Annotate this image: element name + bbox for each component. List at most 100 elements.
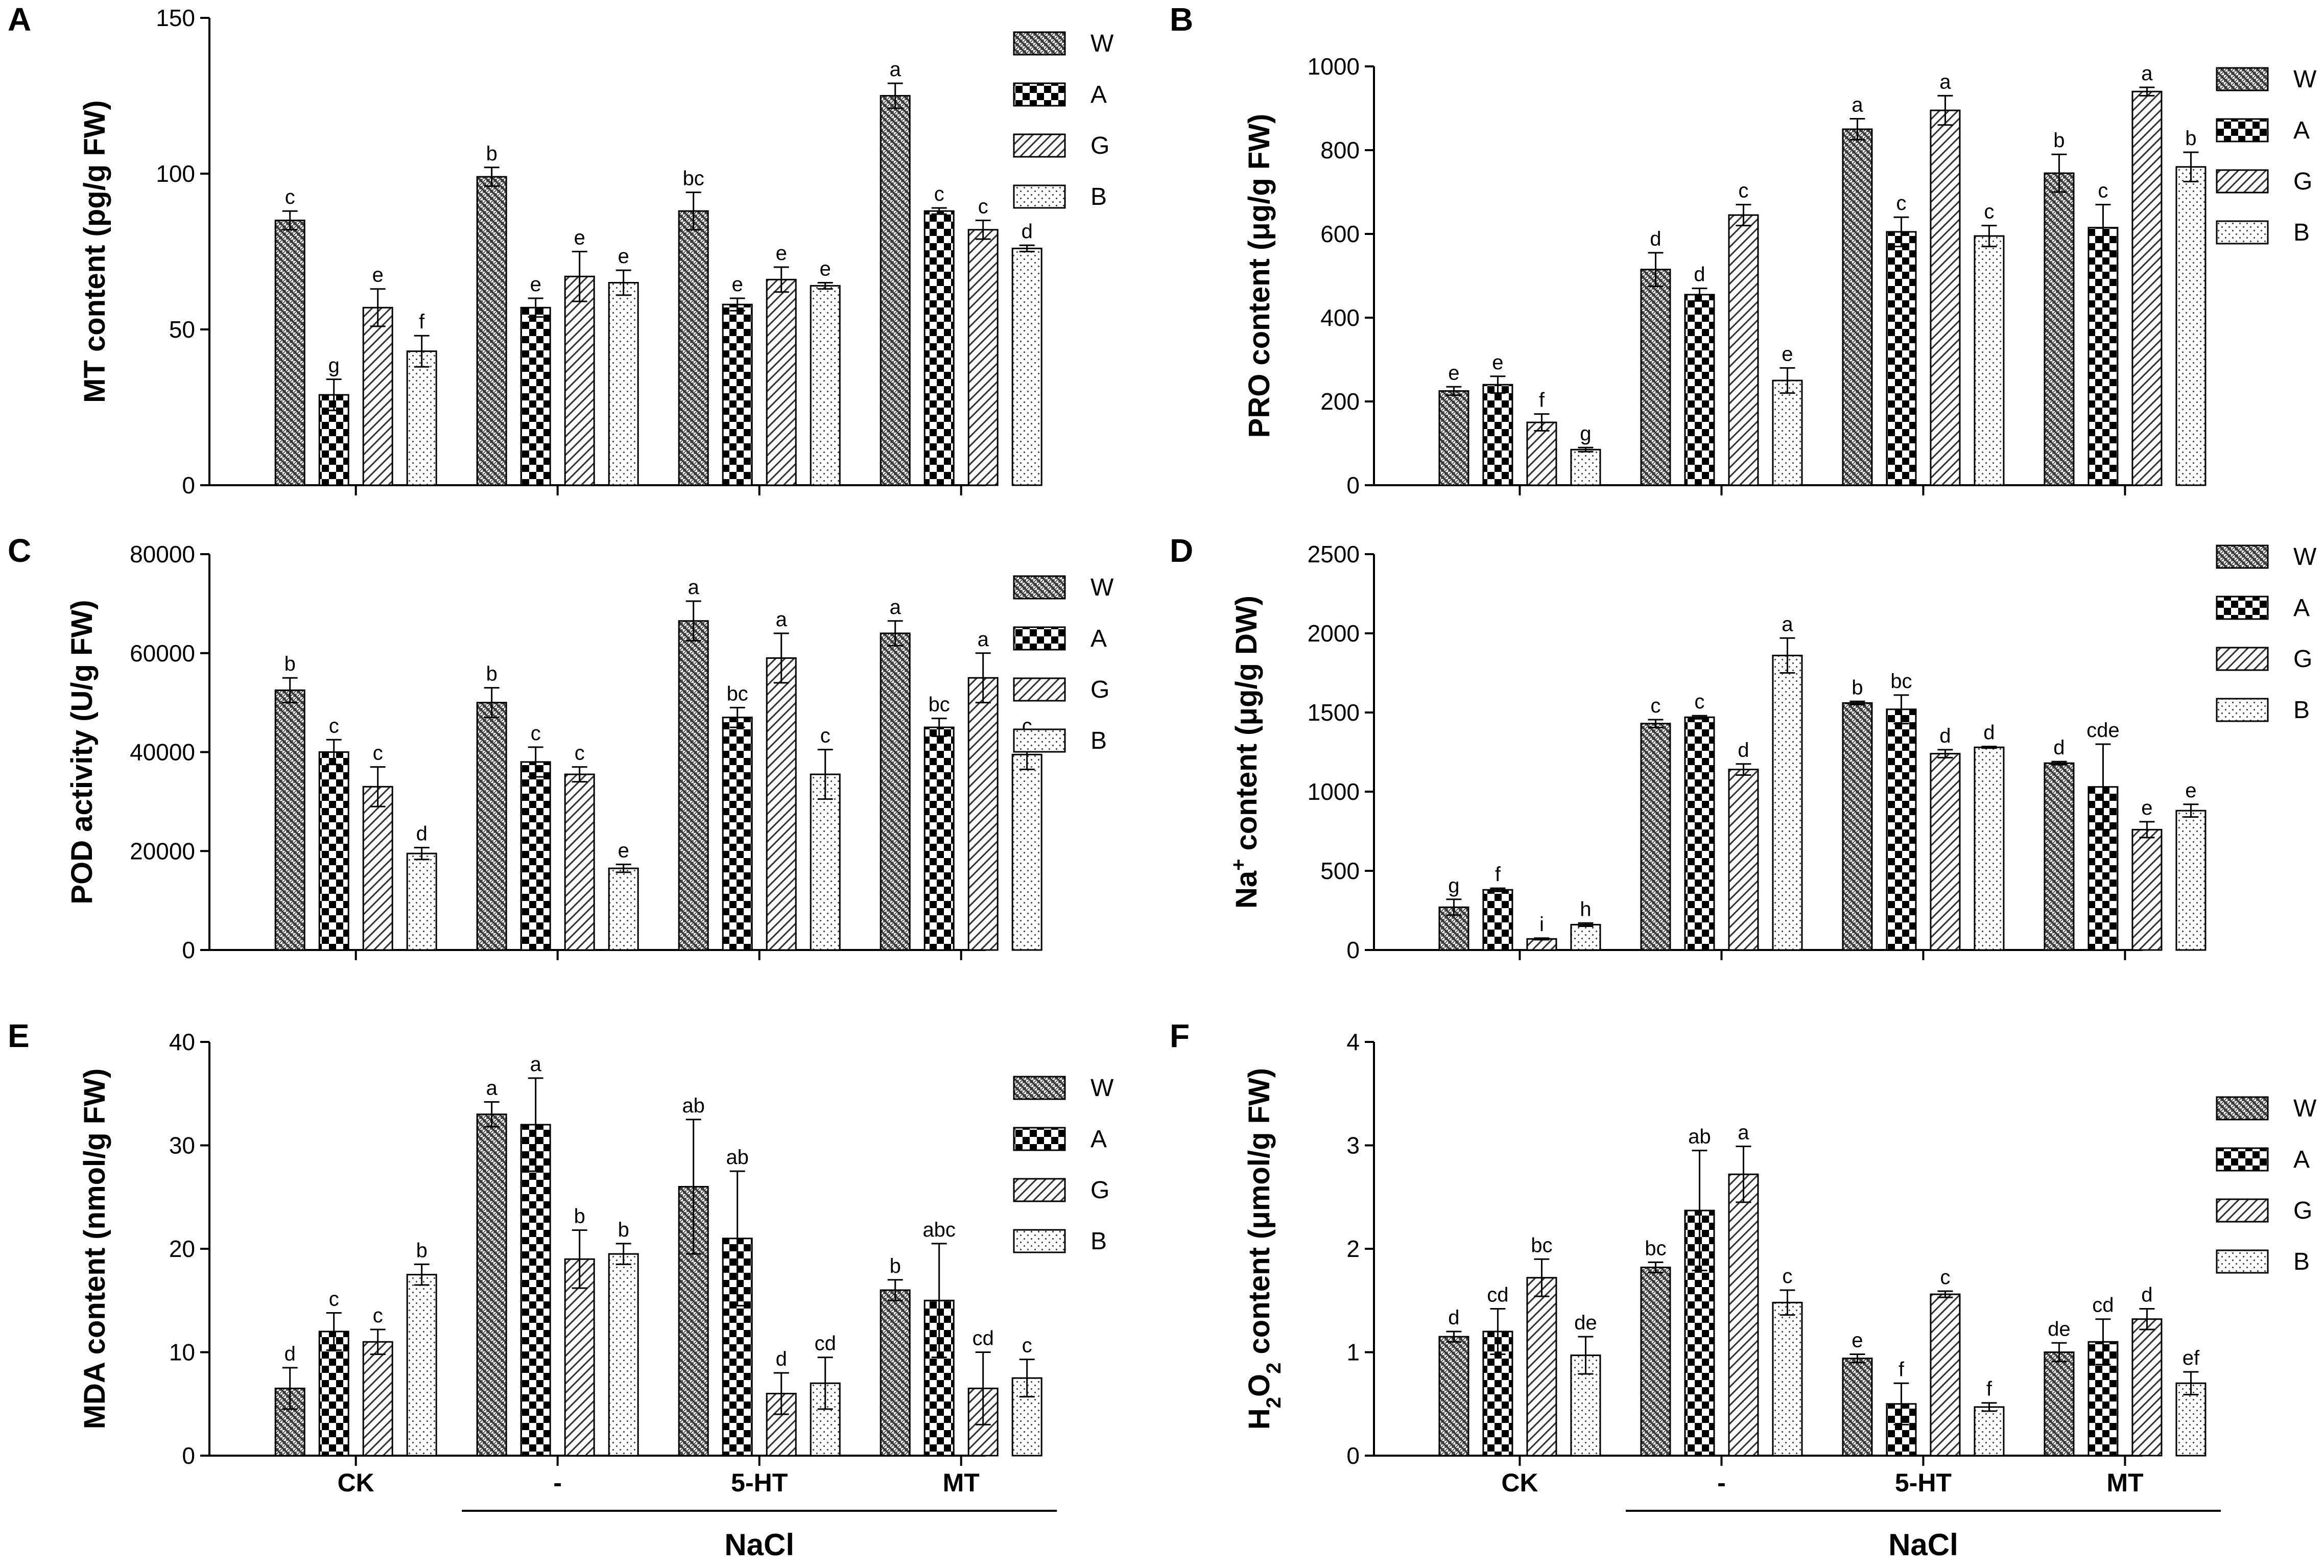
bar-b — [2175, 166, 2207, 486]
legend-label: A — [1090, 81, 1107, 108]
y-tick-label: 80000 — [130, 541, 195, 567]
y-tick-label: 10 — [169, 1339, 195, 1366]
significance-letter: i — [1539, 913, 1544, 936]
significance-letter: cd — [815, 1333, 836, 1355]
significance-letter: b — [2185, 127, 2196, 150]
bar-g — [1930, 753, 1961, 951]
y-tick-label: 40 — [169, 1029, 195, 1055]
significance-letter: a — [530, 1053, 542, 1076]
bar-w — [2044, 762, 2075, 951]
significance-letter: b — [486, 142, 497, 165]
group-label: 5-HT — [731, 1468, 788, 1497]
significance-letter: c — [285, 186, 295, 208]
bar-a — [1886, 708, 1917, 951]
significance-letter: b — [2053, 129, 2065, 152]
significance-letter: d — [416, 822, 428, 845]
significance-letter: a — [776, 608, 788, 631]
bar-w — [1438, 390, 1469, 486]
panel-b-pro-content: B 0 200 400 600 800 1000 PRO content (μg/g FW) e… — [1170, 1, 2317, 498]
significance-letter: a — [1852, 94, 1863, 116]
legend-swatch-w — [1013, 31, 1066, 56]
bar-w — [274, 689, 305, 951]
y-tick-label: 30 — [169, 1132, 195, 1159]
significance-letter: cde — [2086, 719, 2120, 742]
legend-label: A — [2293, 117, 2310, 144]
bar-a — [318, 751, 349, 951]
significance-letter: c — [373, 1304, 383, 1327]
y-tick-label: 100 — [156, 160, 195, 187]
bar-b — [608, 1253, 639, 1457]
bar-w — [476, 176, 507, 486]
legend-swatch-g — [1013, 133, 1066, 158]
y-axis-title-part: POD activity (U/g FW) — [65, 600, 99, 904]
significance-letter: cd — [973, 1327, 994, 1350]
bar-w — [2044, 1351, 2075, 1457]
bar-g — [1526, 938, 1557, 951]
nacl-label: NaCl — [1888, 1528, 1958, 1562]
bar-g — [564, 275, 595, 486]
y-tick-label: 0 — [182, 472, 195, 498]
y-axis-title: MT content (pg/g FW) — [78, 100, 111, 403]
significance-letter: e — [2185, 779, 2196, 802]
significance-letter: a — [978, 628, 989, 651]
bar-b — [1570, 448, 1601, 486]
legend-label: A — [1090, 625, 1107, 652]
bar-a — [722, 303, 753, 486]
bar-a — [1684, 716, 1715, 951]
legend-label: W — [1090, 574, 1114, 601]
significance-letter: d — [1983, 722, 1995, 744]
y-axis-title-part: content (μg/g DW) — [1230, 596, 1263, 859]
bar-a — [1482, 889, 1513, 951]
significance-letter: c — [1650, 695, 1661, 717]
bar-g — [1930, 109, 1961, 486]
bar-g — [2131, 828, 2163, 951]
legend-swatch-g — [1013, 677, 1066, 702]
bar-g — [1728, 769, 1759, 951]
legend-label: G — [2293, 646, 2312, 673]
legend-swatch-g — [1013, 1178, 1066, 1202]
significance-letter: g — [1580, 422, 1591, 445]
legend-swatch-a — [1013, 82, 1066, 107]
significance-letter: c — [1782, 1265, 1792, 1288]
legend-swatch-b — [2216, 220, 2269, 245]
panel-letter: F — [1170, 1017, 1190, 1054]
bar-w — [1640, 269, 1671, 486]
y-axis-title-part: H — [1243, 1408, 1276, 1430]
significance-letter: bc — [727, 682, 748, 705]
significance-letter: a — [1738, 1122, 1749, 1144]
y-axis-title-part: Na — [1230, 870, 1263, 909]
significance-letter: b — [618, 1219, 629, 1241]
y-axis-title: PRO content (μg/g FW) — [1243, 114, 1276, 438]
y-tick-label: 2500 — [1308, 541, 1360, 567]
bar-b — [1974, 746, 2005, 951]
y-axis-title: POD activity (U/g FW) — [65, 600, 99, 904]
bar-w — [2044, 172, 2075, 486]
y-tick-label: 2 — [1346, 1236, 1360, 1262]
significance-letter: c — [531, 722, 541, 745]
y-tick-label: 200 — [1320, 388, 1360, 415]
significance-letter: b — [486, 663, 497, 685]
legend-swatch-g — [2216, 1198, 2269, 1223]
significance-letter: e — [732, 273, 743, 296]
significance-letter: ab — [1688, 1126, 1711, 1148]
legend-swatch-b — [2216, 1249, 2269, 1274]
bar-g — [766, 657, 797, 951]
significance-letter: b — [890, 1255, 901, 1277]
y-axis-title-part: content (μmol/g FW) — [1243, 1068, 1276, 1363]
legend-label: W — [2293, 543, 2317, 571]
y-tick-label: 150 — [156, 5, 195, 31]
bar-w — [880, 632, 911, 951]
bar-w — [1842, 1358, 1873, 1457]
significance-letter: d — [1738, 739, 1749, 762]
significance-letter: a — [1939, 70, 1951, 93]
significance-letter: c — [1694, 691, 1704, 713]
bar-w — [880, 1289, 911, 1457]
legend-swatch-g — [2216, 647, 2269, 671]
legend-swatch-w — [1013, 1076, 1066, 1100]
legend-swatch-w — [1013, 575, 1066, 600]
significance-letter: f — [1986, 1378, 1993, 1400]
bar-w — [476, 702, 507, 951]
y-tick-label: 400 — [1320, 304, 1360, 331]
